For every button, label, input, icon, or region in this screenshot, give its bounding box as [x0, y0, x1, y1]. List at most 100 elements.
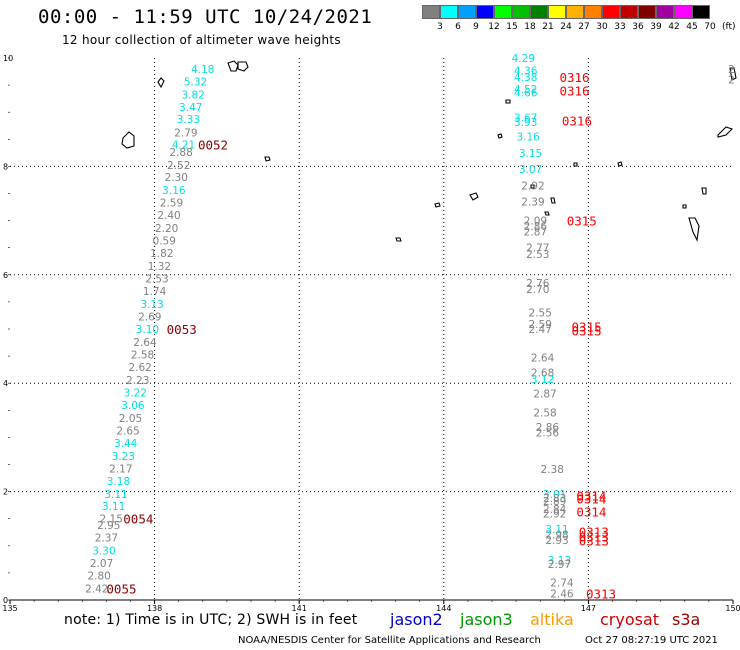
wave-height-label: 2.40: [157, 210, 180, 222]
pass-time-label: 0314: [576, 505, 606, 520]
colorbar-cell: [422, 5, 440, 19]
island-outline: [227, 60, 239, 72]
wave-height-label: 2.65: [116, 425, 139, 437]
wave-height-label: 1.74: [143, 286, 167, 298]
colorbar-cell: [566, 5, 584, 19]
wave-height-label: 2.92: [543, 508, 566, 520]
legend-altika: altika: [530, 610, 574, 629]
colorbar-cell: [548, 5, 566, 19]
wave-height-label: 2.56: [536, 428, 560, 440]
wave-height-label: 2.87: [533, 388, 556, 400]
wave-height-label: 3.82: [181, 89, 204, 101]
pass-time-label: 0315: [572, 324, 602, 339]
wave-height-label: 2.20: [155, 223, 178, 235]
wave-height-label: 2.59: [160, 198, 183, 210]
wave-height-label: 2.93: [545, 535, 568, 547]
legend-s3a: s3a: [672, 610, 701, 629]
wave-height-label: 2.76: [526, 278, 550, 290]
colorbar-cell: [458, 5, 476, 19]
island-outline: [688, 217, 700, 242]
wave-height-label: 2.77: [526, 243, 549, 255]
wave-height-label: 2.74: [550, 578, 574, 590]
colorbar-tick-label: 15: [506, 22, 518, 32]
y-tick-label: 8: [3, 162, 8, 171]
island-outline: [682, 204, 687, 209]
wave-height-label: 2.98: [545, 529, 568, 541]
x-tick-label: 144: [436, 604, 451, 613]
pass-time-label: 0055: [106, 582, 136, 597]
wave-height-label: 2.62: [128, 362, 151, 374]
wave-height-label: 2.53: [526, 249, 549, 261]
pass-time-label: 0054: [123, 512, 153, 527]
wave-height-label: 2.97: [548, 559, 571, 571]
wave-height-label: 2.55: [529, 308, 552, 320]
pass-time-label: 0314: [576, 488, 606, 503]
wave-height-label: 3.07: [519, 164, 542, 176]
wave-height-label: 2.07: [90, 558, 113, 570]
wave-height-label: 2.70: [526, 284, 549, 296]
x-tick-label: 141: [292, 604, 307, 613]
wave-height-label: 2.46: [550, 588, 574, 600]
wave-height-label: 3.11: [545, 524, 568, 536]
colorbar-tick-label: 70: [704, 22, 716, 32]
wave-height-label: 2.69: [138, 312, 161, 324]
wave-height-label: 3.30: [92, 546, 115, 558]
island-outline: [544, 211, 550, 216]
island-outline: [505, 99, 511, 104]
wave-height-label: 2.68: [531, 367, 554, 379]
island-outline: [573, 162, 578, 167]
wave-height-label: 2.64: [133, 337, 157, 349]
island-outline: [729, 67, 737, 81]
x-tick-label: 138: [147, 604, 162, 613]
wave-height-label: 3.13: [548, 555, 571, 567]
wave-height-label: 1.82: [150, 248, 173, 260]
pass-time-label: 0315: [572, 319, 602, 334]
pass-time-label: 0313: [579, 525, 609, 540]
colorbar-cell: [620, 5, 638, 19]
colorbar-tick-label: 9: [473, 22, 479, 32]
island-outline: [701, 187, 707, 195]
wave-height-label: 2.79: [174, 127, 197, 139]
island-outline: [497, 133, 503, 139]
colorbar-tick-label: 42: [668, 22, 680, 32]
y-tick-label: 2: [3, 488, 8, 497]
colorbar-cell: [512, 5, 530, 19]
pass-time-label: 0313: [586, 586, 616, 601]
wave-height-label: 2.59: [529, 319, 552, 331]
colorbar-cell: [656, 5, 674, 19]
y-tick-label: 10: [3, 54, 13, 63]
pass-time-label: 0316: [559, 70, 589, 85]
wave-height-label: 3.11: [102, 501, 125, 513]
wave-height-label: 4.21: [172, 140, 195, 152]
wave-height-label: 1.32: [148, 261, 171, 273]
wave-height-label: 3.44: [114, 438, 138, 450]
wave-height-label: 2.09: [524, 216, 547, 228]
colorbar-tick-label: 24: [560, 22, 572, 32]
x-tick-label: 150: [725, 604, 740, 613]
colorbar-tick-label: 45: [686, 22, 698, 32]
colorbar-tick-label: 27: [578, 22, 590, 32]
pass-time-label: 0052: [198, 138, 228, 153]
wave-height-label: 2.84: [543, 504, 567, 516]
wave-height-label: 2.30: [165, 172, 188, 184]
wave-height-label: 2.87: [524, 226, 547, 238]
timestamp-text: Oct 27 08:27:19 UTC 2021: [585, 635, 718, 646]
wave-height-label: 4.29: [512, 53, 535, 65]
colorbar-cell: [440, 5, 458, 19]
wave-height-label: 2.17: [109, 463, 132, 475]
wave-height-label: 3.13: [140, 299, 163, 311]
edge-value-label: 2: [728, 75, 735, 87]
wave-height-label: 2.47: [529, 324, 552, 336]
pass-time-label: 0313: [579, 533, 609, 548]
island-outline: [237, 61, 249, 72]
wave-height-label: 3.93: [514, 117, 537, 129]
colorbar-tick-label: 33: [614, 22, 626, 32]
colorbar-tick-label: 18: [524, 22, 536, 32]
pass-time-label: 0313: [579, 530, 609, 545]
wave-height-label: 5.32: [184, 76, 207, 88]
colorbar-cell: [530, 5, 548, 19]
legend-jason2: jason2: [390, 610, 443, 629]
wave-height-label: 3.67: [514, 113, 537, 125]
wave-height-label: 3.16: [516, 132, 540, 144]
